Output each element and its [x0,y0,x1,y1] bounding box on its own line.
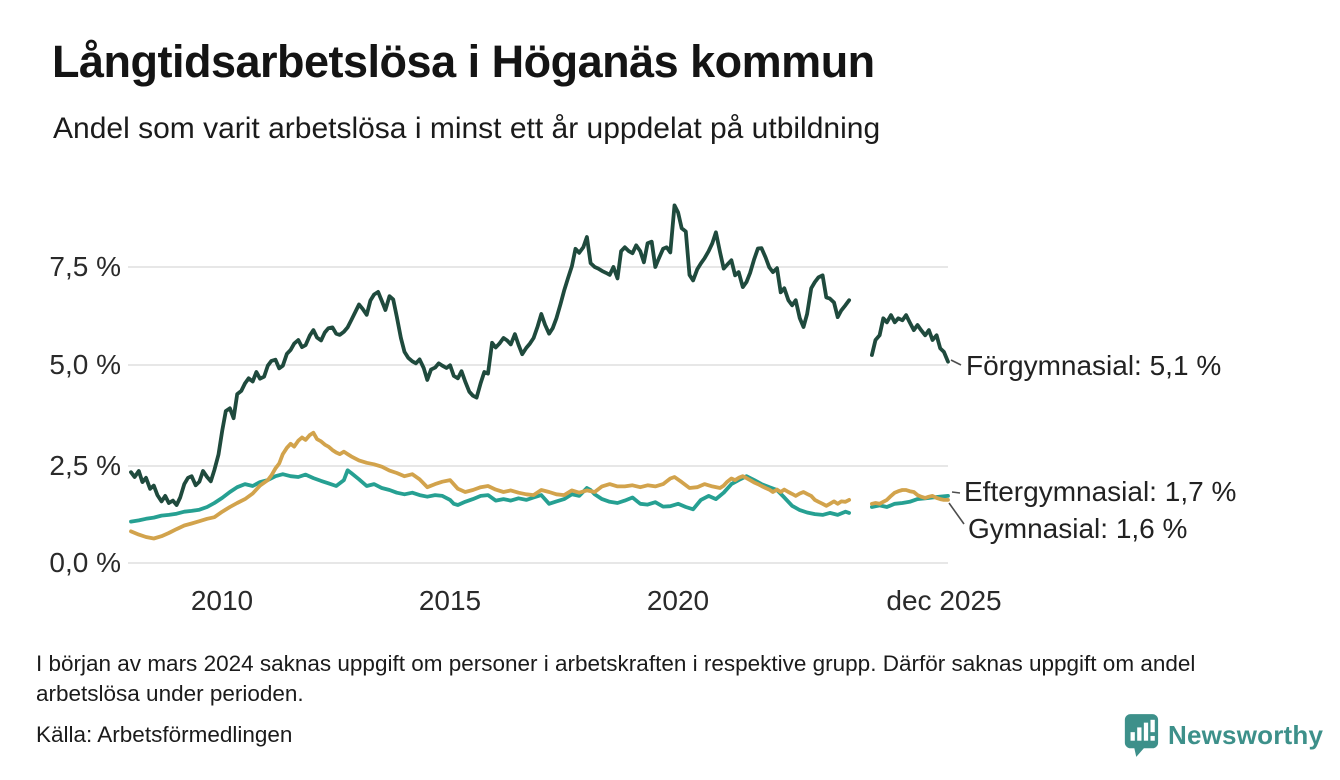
page-title: Långtidsarbetslösa i Höganäs kommun [52,36,875,87]
x-tick-2015: 2015 [419,585,481,616]
source-text: Källa: Arbetsförmedlingen [36,722,293,747]
x-tick-2020: 2020 [647,585,709,616]
label-forgymnasial: Förgymnasial: 5,1 % [966,350,1221,381]
label-eftergymnasial: Eftergymnasial: 1,7 % [964,476,1236,507]
series-line-gymnasial [870,488,950,506]
connector-eftergymnasial [951,491,961,494]
x-tick-2010: 2010 [191,585,253,616]
footnote: I början av mars 2024 saknas uppgift om … [36,651,1196,706]
series-line-gymnasial [129,430,851,541]
series-line-förgymnasial [870,313,950,364]
x-axis: 2010 2015 2020 dec 2025 [191,585,1002,616]
label-gymnasial: Gymnasial: 1,6 % [968,513,1187,544]
y-tick-2-5: 2,5 % [49,450,121,481]
chart-lines [129,203,950,541]
y-tick-5-0: 5,0 % [49,349,121,380]
newsworthy-logo-icon [1122,712,1160,758]
series-line-förgymnasial [129,203,851,507]
brand-name: Newsworthy [1168,719,1324,750]
y-axis: 7,5 % 5,0 % 2,5 % 0,0 % [49,251,121,578]
brand-logo: Newsworthy [1122,711,1323,759]
connector-forgymnasial [950,359,962,366]
connector-gymnasial [948,502,965,525]
gridlines [128,266,948,564]
y-tick-0-0: 0,0 % [49,547,121,578]
y-tick-7-5: 7,5 % [49,251,121,282]
series-line-eftergymnasial [129,468,851,524]
page-subtitle: Andel som varit arbetslösa i minst ett å… [53,112,881,145]
series-annotations: Förgymnasial: 5,1 % Eftergymnasial: 1,7 … [948,350,1236,544]
x-tick-dec-2025: dec 2025 [886,585,1001,616]
